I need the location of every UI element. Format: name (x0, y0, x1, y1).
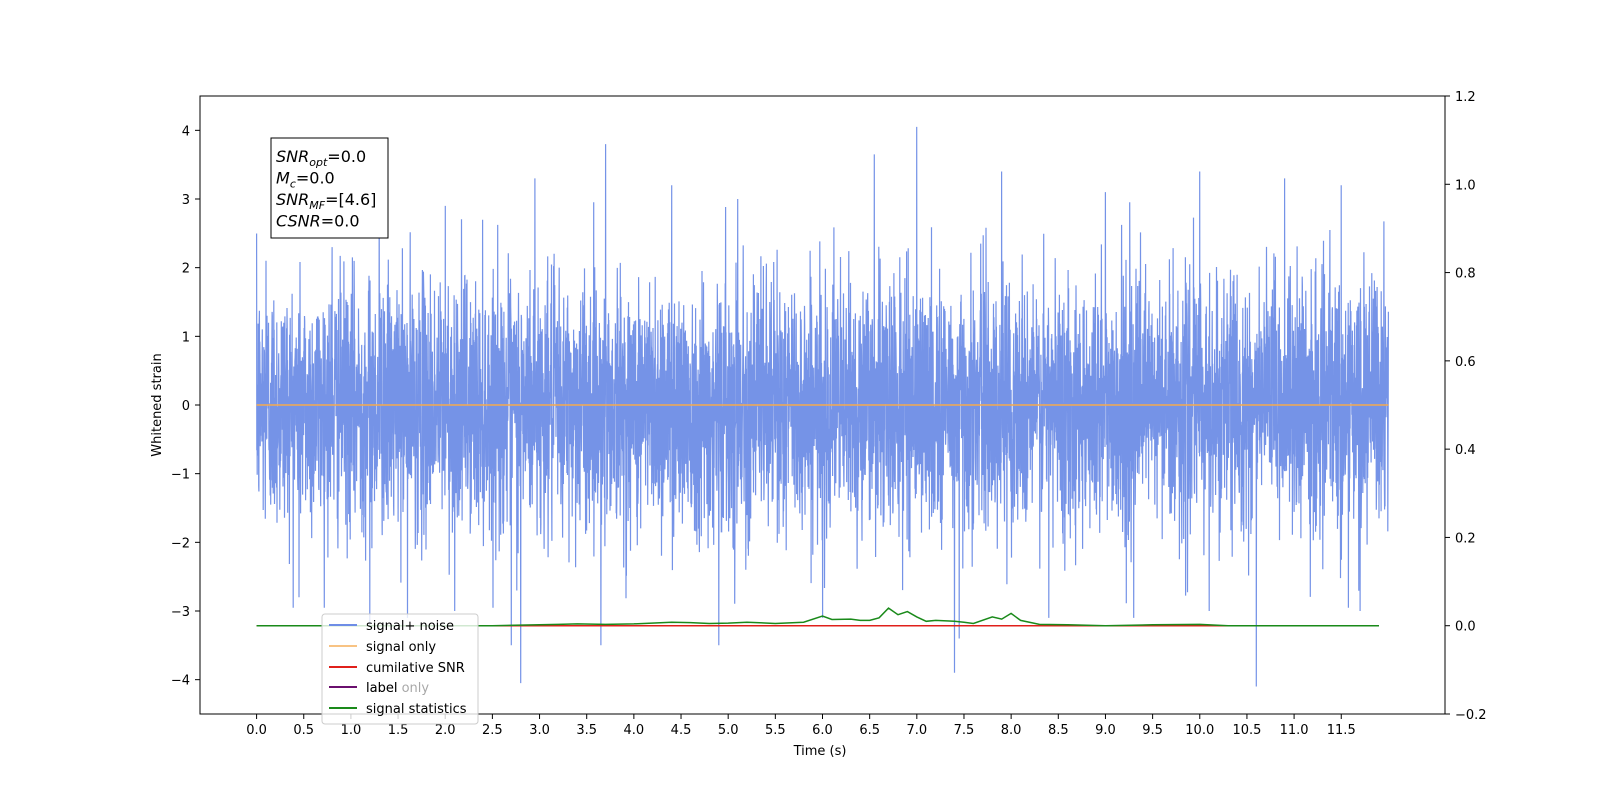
y2-tick-label: 0.0 (1455, 620, 1476, 635)
y-tick-label: 2 (182, 262, 190, 277)
y2-tick-label: 1.2 (1455, 90, 1476, 105)
series-line-signal-statistics (256, 607, 1379, 627)
x-axis-label: Time (s) (793, 744, 847, 759)
x-tick-label: 9.5 (1142, 723, 1163, 738)
y-tick-label: −3 (171, 605, 190, 620)
x-tick-label: 7.5 (954, 723, 975, 738)
legend: signal+ noise signal only cumilative SNR la… (321, 613, 479, 725)
y-axis-label: Whitened strain (150, 353, 165, 456)
x-tick-label: 10.0 (1185, 723, 1214, 738)
x-tick-label: 3.0 (529, 723, 550, 738)
y-axis-left: −4 −3 −2 −1 0 1 2 3 4 (171, 124, 200, 689)
legend-label: signal+ noise (366, 619, 454, 634)
x-tick-label: 11.5 (1327, 723, 1356, 738)
x-tick-label: 6.5 (859, 723, 880, 738)
x-tick-label: 0.5 (293, 723, 314, 738)
x-tick-label: 1.0 (341, 723, 362, 738)
y2-tick-label: 0.4 (1455, 443, 1476, 458)
x-tick-label: 7.0 (906, 723, 927, 738)
x-tick-label: 4.0 (624, 723, 645, 738)
legend-label: signal statistics (366, 702, 467, 717)
x-tick-label: 1.5 (388, 723, 409, 738)
y-tick-label: 0 (182, 399, 190, 414)
y2-tick-label: −0.2 (1455, 708, 1487, 723)
y-tick-label: 3 (182, 193, 190, 208)
x-tick-label: 0.0 (246, 723, 267, 738)
y2-tick-label: 0.2 (1455, 531, 1476, 546)
x-tick-label: 2.5 (482, 723, 503, 738)
annotation-line: Mc=0.0 (276, 169, 335, 191)
annotation-line: SNRMF=[4.6] (276, 190, 376, 212)
y-axis-right: −0.2 0.0 0.2 0.4 0.6 0.8 1.0 1.2 (1445, 90, 1487, 723)
y-tick-label: 4 (182, 124, 190, 139)
annotation-line: CSNR=0.0 (276, 212, 360, 231)
x-tick-label: 9.0 (1095, 723, 1116, 738)
x-tick-label: 6.0 (812, 723, 833, 738)
legend-frame (321, 613, 479, 725)
y2-tick-label: 0.8 (1455, 267, 1476, 282)
signal-noise-series (256, 126, 1389, 687)
x-tick-label: 2.0 (435, 723, 456, 738)
annotation-frame (270, 137, 389, 239)
series-line-signal-noise (256, 126, 1389, 687)
y2-tick-label: 1.0 (1455, 178, 1476, 193)
legend-label: label only (366, 681, 429, 696)
x-tick-label: 10.5 (1232, 723, 1261, 738)
x-axis: 0.0 0.5 1.0 1.5 2.0 2.5 3.0 3.5 4.0 4.5 5.0 5.5 6.0 6… (246, 714, 1356, 738)
x-tick-label: 5.5 (765, 723, 786, 738)
legend-label: label (366, 681, 397, 696)
x-tick-label: 5.0 (718, 723, 739, 738)
x-tick-label: 4.5 (671, 723, 692, 738)
legend-label: cumilative SNR (366, 661, 465, 676)
legend-label: signal only (366, 640, 436, 655)
x-tick-label: 3.5 (576, 723, 597, 738)
y2-tick-label: 0.6 (1455, 355, 1476, 370)
y-tick-label: 1 (182, 330, 190, 345)
y-tick-label: −2 (171, 536, 190, 551)
annotation-line: SNRopt=0.0 (276, 147, 366, 169)
x-tick-label: 8.5 (1048, 723, 1069, 738)
x-tick-label: 8.0 (1001, 723, 1022, 738)
y-tick-label: −1 (171, 468, 190, 483)
y-tick-label: −4 (171, 674, 190, 689)
x-tick-label: 11.0 (1280, 723, 1309, 738)
